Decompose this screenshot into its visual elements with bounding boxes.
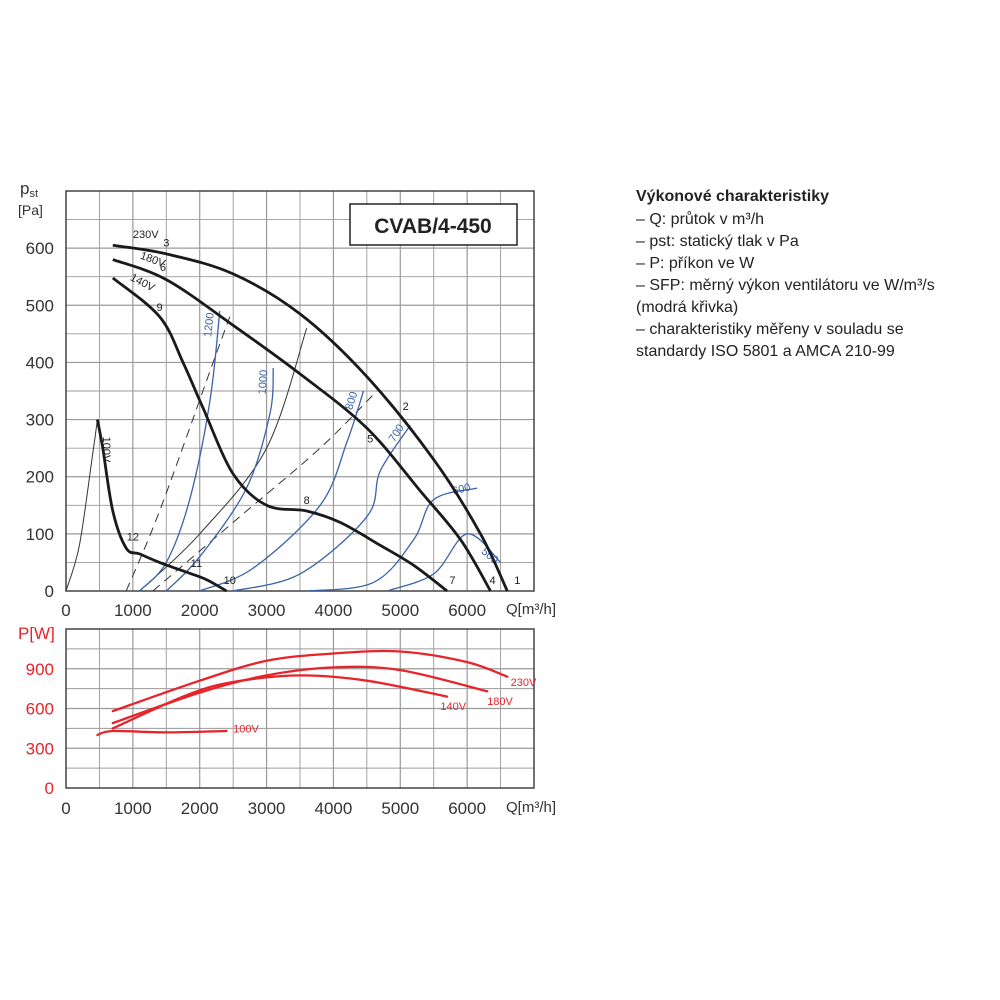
sfp-label: 800 (343, 390, 360, 411)
power-curve (111, 674, 449, 730)
fan-curve (112, 258, 492, 592)
power-grid: 0 1000 2000 3000 4000 5000 6000 0 300 600 900 (26, 628, 535, 818)
voltage-label: 230V (133, 229, 159, 241)
sfp-label: 1000 (257, 369, 271, 394)
model-box (349, 203, 518, 246)
sfp-curve (232, 424, 411, 592)
fan-curves (96, 243, 509, 593)
x-tick-label: 1000 (114, 799, 152, 818)
legend-item-flow: – Q: průtok v m³/h (636, 211, 765, 228)
y-tick-label: 0 (45, 582, 54, 601)
x-tick-label: 5000 (381, 799, 419, 818)
power-chart: 0 1000 2000 3000 4000 5000 6000 0 300 600 900 230V… (18, 624, 556, 818)
power-curve (111, 665, 489, 725)
legend-item-sfp-note: (modrá křivka) (636, 299, 739, 316)
sfp-label: 1200 (202, 312, 217, 338)
x-tick-label: 2000 (181, 601, 219, 620)
power-curve (96, 729, 228, 737)
legend-panel: Výkonové charakteristiky – Q: průtok v m… (636, 186, 976, 363)
sfp-curve (139, 310, 221, 592)
x-tick-label: 5000 (381, 601, 419, 620)
y-tick-label: 400 (26, 353, 54, 372)
point-label: 7 (449, 575, 455, 587)
power-labels: 230V 180V 140V 100V (233, 677, 537, 735)
voltage-label: 100V (100, 437, 112, 463)
x-tick-label: 3000 (248, 601, 286, 620)
x-tick-label: 6000 (448, 799, 486, 818)
system-curve (125, 316, 231, 592)
x-tick-label: 3000 (248, 799, 286, 818)
pressure-axis-label: pst (20, 179, 38, 200)
point-label: 6 (160, 262, 166, 274)
pressure-grid: 0 1000 2000 3000 4000 5000 6000 0 100 200 300 400 50… (26, 190, 535, 620)
power-curves (96, 649, 509, 737)
legend-item-pressure: – pst: statický tlak v Pa (636, 233, 799, 250)
point-label: 10 (224, 575, 236, 587)
y-tick-label: 100 (26, 525, 54, 544)
power-series-label: 100V (233, 723, 259, 735)
x-tick-label: 4000 (315, 799, 353, 818)
point-label: 4 (489, 575, 495, 587)
point-label: 5 (367, 433, 373, 445)
power-axis-label: P[W] (18, 624, 55, 643)
point-label: 9 (157, 302, 163, 314)
pressure-axis-unit: [Pa] (18, 202, 43, 218)
legend-item-power: – P: příkon ve W (636, 255, 755, 272)
flow-axis-label-top: Q[m³/h] (506, 601, 556, 618)
sfp-label: 700 (387, 422, 407, 444)
y-tick-label: 200 (26, 468, 54, 487)
y-tick-label: 600 (26, 239, 54, 258)
legend-item-sfp: – SFP: měrný výkon ventilátoru ve W/m³/s (636, 277, 935, 294)
x-tick-label: 0 (61, 799, 70, 818)
system-curve (152, 390, 378, 592)
fan-curve (112, 243, 509, 592)
x-tick-label: 0 (61, 601, 70, 620)
sfp-curve (165, 368, 274, 592)
y-tick-label: 500 (26, 296, 54, 315)
point-label: 11 (191, 558, 202, 570)
point-label: 3 (163, 237, 169, 249)
y-tick-label: 600 (26, 700, 54, 719)
plot-frame (65, 628, 535, 789)
plot-frame (65, 190, 535, 592)
sfp-curve (306, 487, 478, 592)
power-series-label: 180V (487, 696, 513, 708)
x-tick-label: 4000 (315, 601, 353, 620)
legend-title: Výkonové charakteristiky (636, 188, 829, 205)
y-tick-label: 900 (26, 660, 54, 679)
point-label: 1 (514, 575, 520, 587)
y-tick-label: 0 (45, 779, 54, 798)
x-tick-label: 2000 (181, 799, 219, 818)
flow-axis-label-bottom: Q[m³/h] (506, 799, 556, 816)
x-tick-label: 6000 (448, 601, 486, 620)
system-curve (139, 327, 308, 592)
legend-item-standards-cont: standardy ISO 5801 a AMCA 210-99 (636, 343, 895, 360)
fan-curve (111, 276, 448, 593)
chart-title: CVAB/4-450 (374, 215, 492, 238)
pressure-chart: 0 1000 2000 3000 4000 5000 6000 0 100 200 300 400 50… (18, 179, 556, 620)
x-tick-label: 1000 (114, 601, 152, 620)
power-series-label: 140V (440, 701, 466, 713)
point-label: 12 (127, 532, 139, 544)
point-label: 2 (403, 401, 409, 413)
y-tick-label: 300 (26, 739, 54, 758)
power-series-label: 230V (511, 677, 537, 689)
power-curve (111, 649, 509, 713)
system-curve (65, 419, 98, 592)
fan-curve (96, 419, 228, 593)
point-label: 8 (304, 495, 310, 507)
y-tick-label: 300 (26, 411, 54, 430)
legend-item-standards: – charakteristiky měřeny v souladu se (636, 321, 904, 338)
sfp-curve (199, 390, 365, 592)
